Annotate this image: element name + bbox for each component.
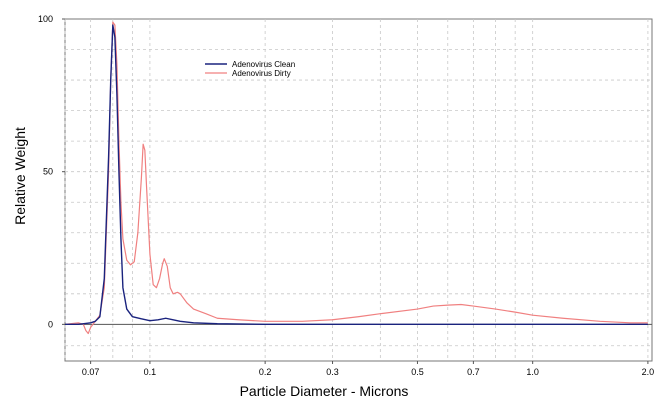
series-line-adenovirus-clean <box>65 24 648 326</box>
y-axis-ticks: 0 50 100 <box>38 14 65 329</box>
x-tick-label: 0.07 <box>82 367 100 377</box>
x-tick-label: 1.0 <box>526 367 539 377</box>
y-tick-label: 50 <box>43 167 53 177</box>
series-group <box>64 21 648 335</box>
x-tick-label: 0.5 <box>411 367 424 377</box>
x-tick-label: 2.0 <box>642 367 655 377</box>
x-tick-label: 0.1 <box>144 367 157 377</box>
y-tick-label: 100 <box>38 14 53 24</box>
plot-frame <box>64 18 653 362</box>
y-axis-title: Relative Weight <box>12 127 28 225</box>
x-tick-label: 0.7 <box>467 367 480 377</box>
legend-label-adenovirus-dirty: Adenovirus Dirty <box>232 69 291 78</box>
legend-label-adenovirus-clean: Adenovirus Clean <box>232 60 295 69</box>
x-axis-title: Particle Diameter - Microns <box>240 383 409 399</box>
grid-lines <box>64 19 652 361</box>
x-axis-ticks: 0.07 0.1 0.2 0.3 0.5 0.7 1.0 2.0 <box>82 361 654 377</box>
x-tick-label: 0.3 <box>326 367 339 377</box>
x-tick-label: 0.2 <box>259 367 272 377</box>
y-tick-label: 0 <box>48 319 53 329</box>
